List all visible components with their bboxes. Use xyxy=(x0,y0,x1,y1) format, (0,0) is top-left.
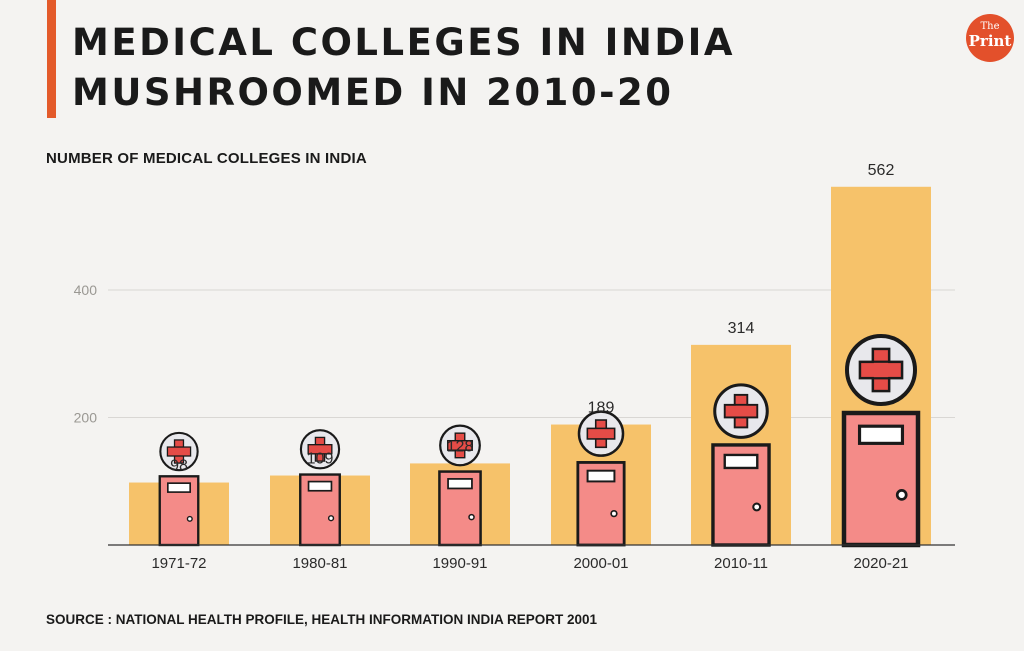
door-knob-icon xyxy=(327,515,335,522)
door-knob-icon xyxy=(610,509,618,518)
cross-center xyxy=(596,429,606,438)
x-tick-label: 2000-01 xyxy=(573,555,628,572)
cross-center xyxy=(316,445,324,453)
logo-text-the: The xyxy=(980,21,1000,32)
data-label: 562 xyxy=(868,162,895,179)
data-label: 128 xyxy=(447,438,474,455)
door-window-icon xyxy=(586,469,616,483)
cross-center xyxy=(456,441,464,450)
door-knob-icon xyxy=(186,515,193,522)
x-tick-label: 1971-72 xyxy=(151,555,206,572)
bar-group xyxy=(691,344,791,547)
logo-text-print: Print xyxy=(968,32,1012,50)
cross-center xyxy=(175,448,183,455)
y-tick-label: 200 xyxy=(74,410,98,426)
door-window-icon xyxy=(447,478,473,490)
door-icon xyxy=(158,475,200,547)
bar-group xyxy=(831,186,931,548)
data-label: 98 xyxy=(170,458,188,475)
cross-center xyxy=(735,405,747,417)
y-tick-label: 400 xyxy=(74,282,98,298)
chart-title: NUMBER OF MEDICAL COLLEGES IN INDIA xyxy=(46,150,367,167)
x-tick-label: 1990-91 xyxy=(432,555,487,572)
theprint-logo: The Print xyxy=(966,14,1014,62)
door-knob-icon xyxy=(895,488,908,501)
bar-group xyxy=(410,424,510,547)
title-accent-bar xyxy=(47,0,56,118)
data-label: 189 xyxy=(588,400,615,417)
x-tick-label: 1980-81 xyxy=(292,555,347,572)
bar-group xyxy=(270,429,370,547)
bar-group xyxy=(551,410,651,547)
data-label: 314 xyxy=(728,320,755,337)
door-knob-icon xyxy=(468,513,475,521)
x-tick-label: 2010-11 xyxy=(714,555,768,572)
data-label: 109 xyxy=(307,451,334,468)
cross-center xyxy=(873,362,889,378)
page-title: MEDICAL COLLEGES IN INDIA MUSHROOMED IN … xyxy=(72,21,735,114)
door-knob-icon xyxy=(752,502,762,512)
bar-group xyxy=(129,431,229,547)
door-window-icon xyxy=(723,453,759,470)
source-note: SOURCE : NATIONAL HEALTH PROFILE, HEALTH… xyxy=(46,612,598,627)
door-window-icon xyxy=(167,482,191,493)
door-window-icon xyxy=(307,480,333,492)
door-window-icon xyxy=(857,424,905,445)
x-tick-label: 2020-21 xyxy=(853,555,908,572)
